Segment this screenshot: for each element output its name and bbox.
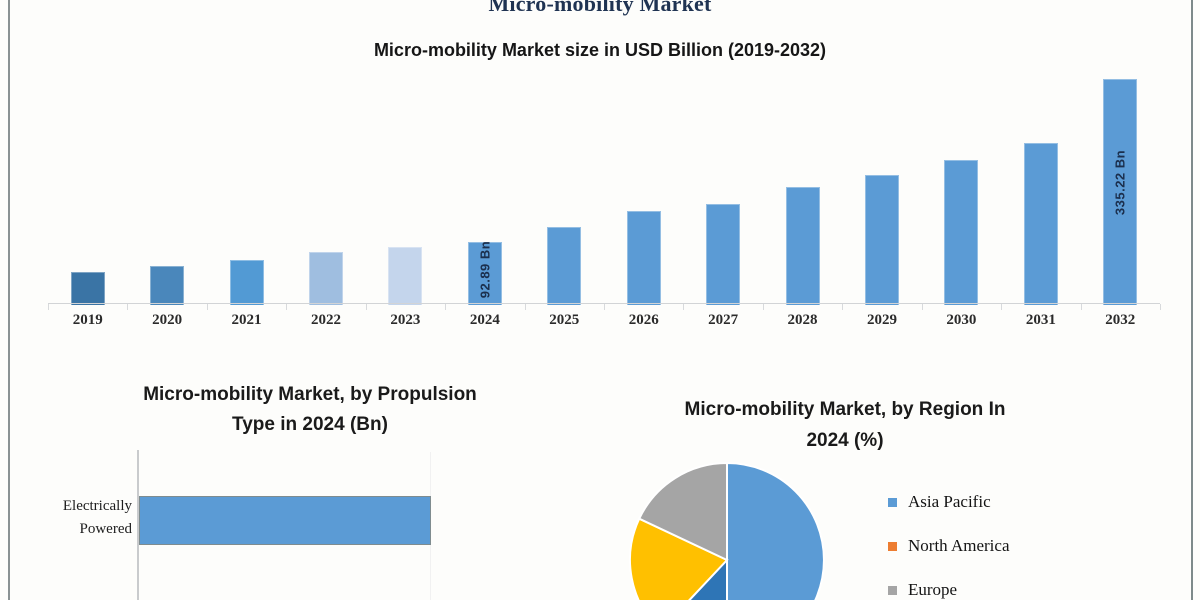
column-tick [604,304,605,310]
column-x-label-2029: 2029 [866,312,897,328]
propulsion-category-label-line1: Electrically [62,498,132,514]
region-pie-svg [629,461,825,600]
column-bar-2022 [309,252,343,305]
legend-item-asia-pacific: Asia Pacific [888,492,1148,512]
propulsion-category-label: Electrically Powered [4,495,132,541]
column-chart-plot: 92.89 Bn 335.22 Bn [48,62,1158,305]
legend-item-north-america: North America [888,536,1148,556]
column-tick [1160,304,1161,310]
legend-item-europe: Europe [888,580,1148,600]
propulsion-chart-title-line1: Micro-mobility Market, by Propulsion [143,384,477,405]
column-bar-2032: 335.22 Bn [1103,79,1138,305]
column-tick [48,304,49,310]
pie-slice-europe [629,517,729,600]
column-tick [365,304,367,310]
column-bar-2028 [785,187,820,305]
column-x-label-2026: 2026 [628,312,659,328]
column-bar-value-label-2024: 92.89 Bn [477,240,493,299]
column-bar-2031 [1023,143,1058,305]
legend-swatch-icon [888,585,897,595]
region-chart-title: Micro-mobility Market, by Region In 2024… [600,394,1090,456]
legend-swatch-icon [888,497,897,507]
column-tick [1001,304,1003,310]
propulsion-chart-axis [137,450,139,600]
region-chart-title-line1: Micro-mobility Market, by Region In [684,399,1006,420]
legend-label: Asia Pacific [908,492,991,511]
column-tick [206,304,208,310]
region-chart-title-line2: 2024 (%) [806,430,884,451]
column-bar-2024: 92.89 Bn [467,240,502,305]
column-x-label-2025: 2025 [549,312,580,328]
column-x-label-2027: 2027 [708,312,739,328]
column-tick [921,304,923,310]
propulsion-chart-title: Micro-mobility Market, by Propulsion Typ… [40,380,580,440]
column-tick [127,304,129,310]
column-chart-axis [48,303,1160,304]
column-x-label-2028: 2028 [787,312,818,328]
column-x-label-2024: 2024 [469,312,500,328]
column-x-label-2019: 2019 [72,312,103,328]
column-bar-2020 [150,266,185,305]
legend-label: Europe [908,580,958,599]
column-bar-2027 [706,204,741,305]
pie-slice-asia-pacific [726,461,825,600]
propulsion-bar-electrically-powered [139,496,431,545]
column-x-label-2022: 2022 [310,312,341,328]
column-bar-2023 [388,247,423,305]
column-bar-2019 [70,272,105,305]
page-right-border [1191,0,1193,600]
pie-slice-middle-east-and-africa [637,461,728,562]
legend-swatch-icon [888,541,897,551]
region-pie-chart [627,460,827,600]
propulsion-category-label-line2: Powered [79,521,133,537]
page-left-border [8,0,10,600]
column-tick [842,304,844,310]
column-tick [524,304,526,310]
column-x-label-2031: 2031 [1025,312,1056,328]
column-bar-2030 [944,160,979,305]
legend-label: North America [908,536,1010,555]
column-x-label-2032: 2032 [1105,312,1136,328]
column-bar-value-label-2032: 335.22 Bn [1112,149,1128,216]
region-pie-legend: Asia Pacific North America Europe [888,492,1148,600]
column-bar-2026 [626,211,661,305]
column-x-label-2021: 2021 [231,312,262,328]
column-bar-2029 [865,175,899,305]
column-x-label-2023: 2023 [390,312,421,328]
column-tick [1080,304,1082,310]
column-bar-2025 [547,227,582,305]
page-title: Micro-mobility Market [488,0,712,16]
propulsion-chart-title-line2: Type in 2024 (Bn) [232,414,388,435]
column-tick [445,304,447,310]
column-chart-title: Micro-mobility Market size in USD Billio… [373,40,827,60]
column-bar-2021 [229,260,264,305]
column-x-label-2020: 2020 [152,312,183,328]
column-tick [286,304,288,310]
column-tick [683,304,685,310]
column-x-label-2030: 2030 [946,312,977,328]
column-tick [762,304,764,310]
